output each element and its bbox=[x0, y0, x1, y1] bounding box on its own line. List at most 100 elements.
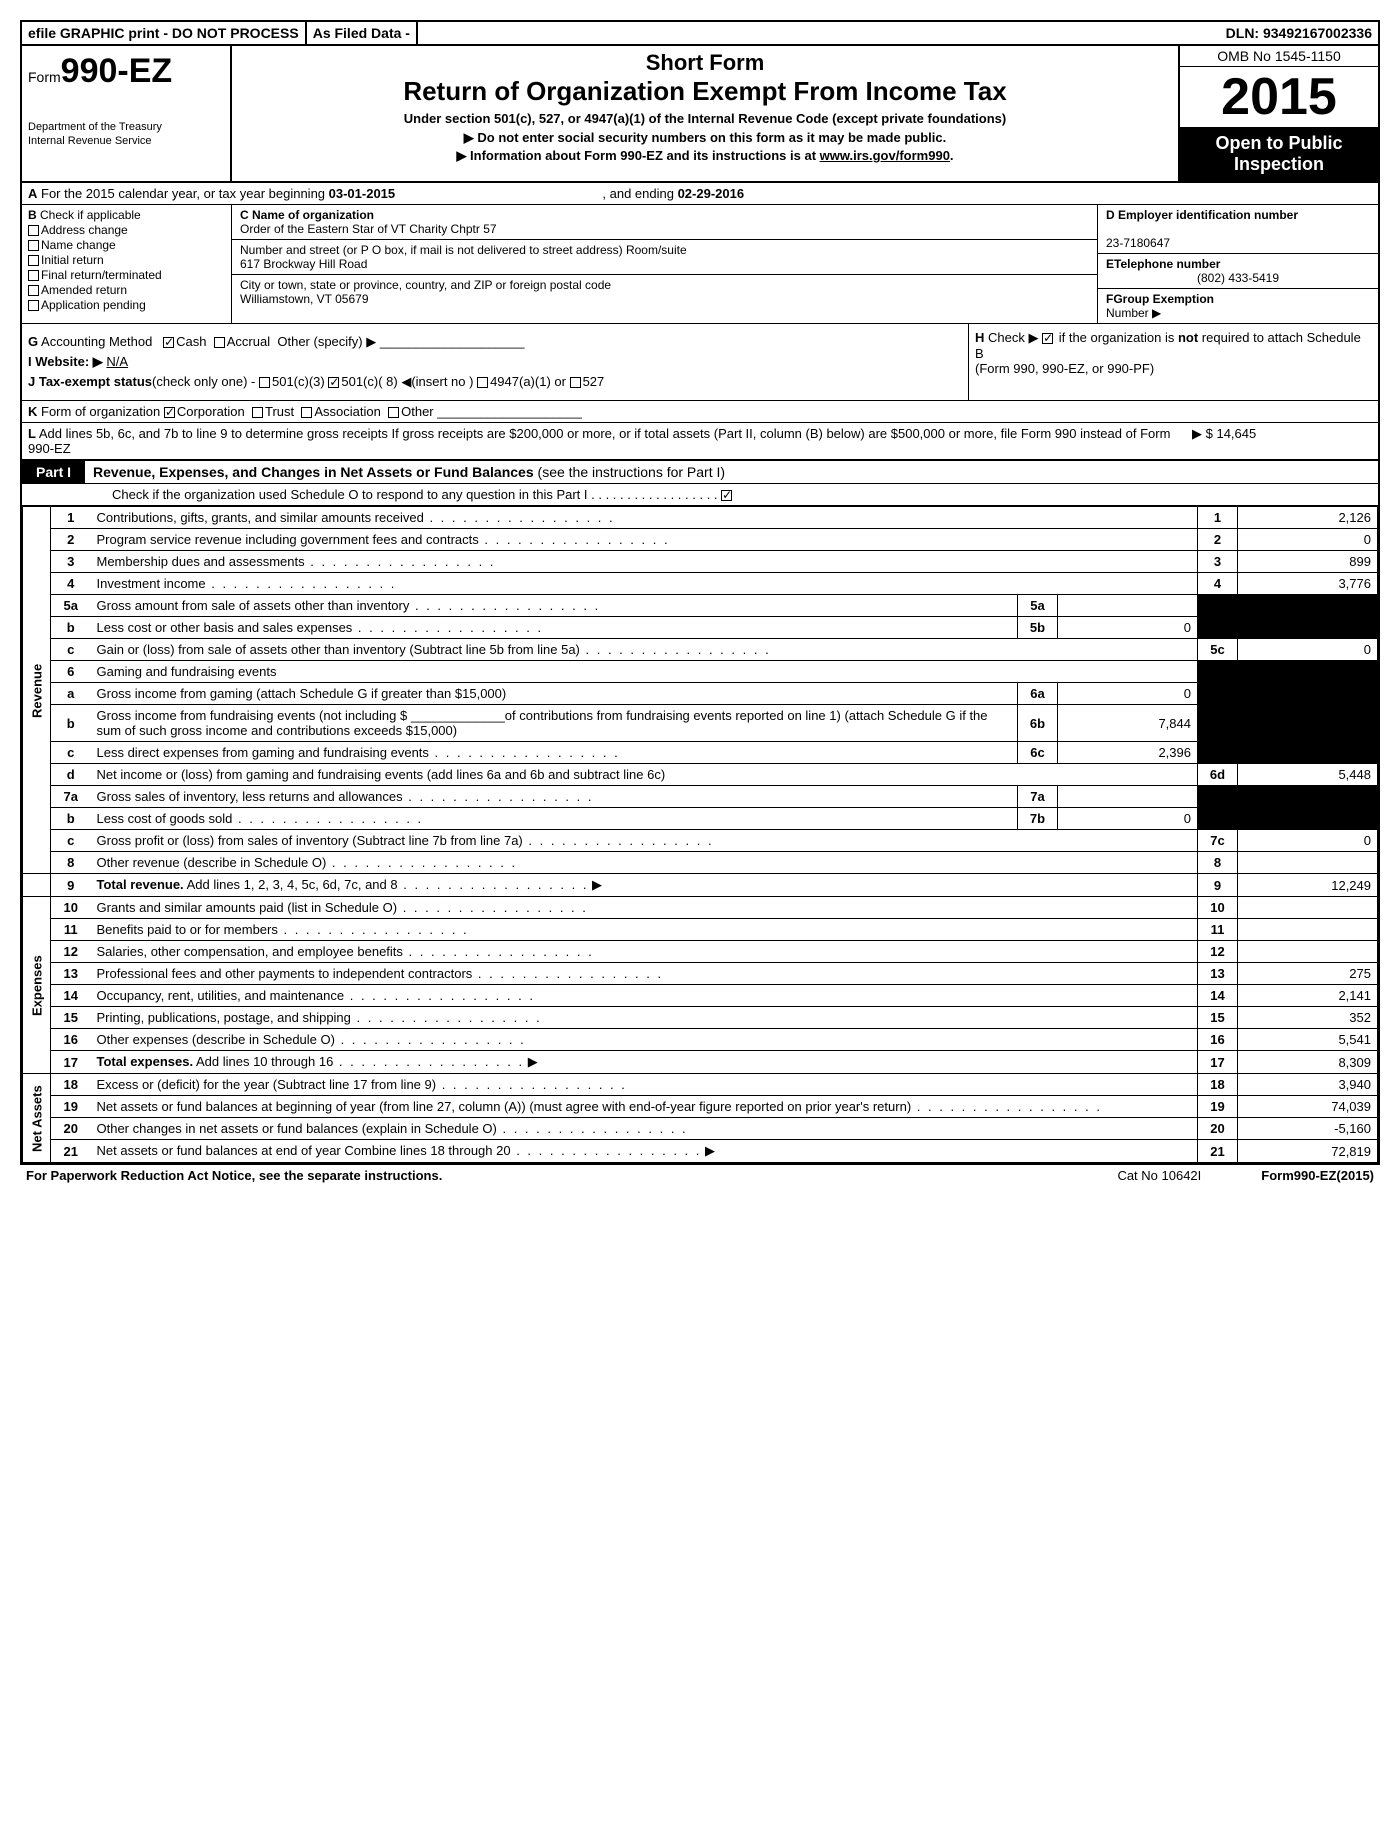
org-street-cell: Number and street (or P O box, if mail i… bbox=[232, 240, 1097, 275]
row-h-schedule-b: H Check ▶ if the organization is not req… bbox=[968, 324, 1378, 400]
chk-accrual[interactable] bbox=[214, 337, 225, 348]
year-box: OMB No 1545-1150 2015 Open to Public Ins… bbox=[1178, 46, 1378, 181]
line-18: Net Assets 18 Excess or (deficit) for th… bbox=[23, 1074, 1378, 1096]
footer-form-ref: Form990-EZ(2015) bbox=[1261, 1168, 1374, 1183]
irs-link[interactable]: www.irs.gov/form990 bbox=[820, 148, 950, 163]
chk-trust[interactable] bbox=[252, 407, 263, 418]
form-header: Form990-EZ Department of the Treasury In… bbox=[22, 46, 1378, 183]
line-5c-value: 0 bbox=[1238, 639, 1378, 661]
line-20: 20 Other changes in net assets or fund b… bbox=[23, 1118, 1378, 1140]
chk-application-pending[interactable]: Application pending bbox=[28, 298, 225, 312]
gh-section: G Accounting Method Cash Accrual Other (… bbox=[22, 324, 1378, 401]
line-19: 19 Net assets or fund balances at beginn… bbox=[23, 1096, 1378, 1118]
chk-other-org[interactable] bbox=[388, 407, 399, 418]
info-grid: B Check if applicable Address change Nam… bbox=[22, 205, 1378, 324]
line-18-value: 3,940 bbox=[1238, 1074, 1378, 1096]
line-7a-value bbox=[1058, 786, 1198, 808]
chk-cash[interactable] bbox=[163, 337, 174, 348]
dept-irs: Internal Revenue Service bbox=[28, 135, 224, 147]
line-4: 4 Investment income 4 3,776 bbox=[23, 573, 1378, 595]
line-8-value bbox=[1238, 852, 1378, 874]
part-1-table: Revenue 1 Contributions, gifts, grants, … bbox=[22, 506, 1378, 1163]
line-7c-value: 0 bbox=[1238, 830, 1378, 852]
chk-501c[interactable] bbox=[328, 377, 339, 388]
chk-schedule-b[interactable] bbox=[1042, 333, 1053, 344]
line-5a: 5a Gross amount from sale of assets othe… bbox=[23, 595, 1378, 617]
line-8: 8 Other revenue (describe in Schedule O)… bbox=[23, 852, 1378, 874]
footer-cat-no: Cat No 10642I bbox=[1117, 1168, 1201, 1183]
line-1-value: 2,126 bbox=[1238, 507, 1378, 529]
chk-name-change[interactable]: Name change bbox=[28, 238, 225, 252]
chk-schedule-o[interactable] bbox=[721, 490, 732, 501]
line-12: 12 Salaries, other compensation, and emp… bbox=[23, 941, 1378, 963]
line-5c: c Gain or (loss) from sale of assets oth… bbox=[23, 639, 1378, 661]
line-13: 13 Professional fees and other payments … bbox=[23, 963, 1378, 985]
line-20-value: -5,160 bbox=[1238, 1118, 1378, 1140]
line-15-value: 352 bbox=[1238, 1007, 1378, 1029]
line-6b-value: 7,844 bbox=[1058, 705, 1198, 742]
part-1-title: Revenue, Expenses, and Changes in Net As… bbox=[93, 464, 534, 480]
row-i-website: I Website: ▶ N/A bbox=[28, 354, 962, 370]
line-5a-value bbox=[1058, 595, 1198, 617]
chk-corporation[interactable] bbox=[164, 407, 175, 418]
line-2-value: 0 bbox=[1238, 529, 1378, 551]
telephone-value: (802) 433-5419 bbox=[1106, 271, 1370, 285]
line-7c: c Gross profit or (loss) from sales of i… bbox=[23, 830, 1378, 852]
chk-final-return[interactable]: Final return/terminated bbox=[28, 268, 225, 282]
expenses-label: Expenses bbox=[23, 897, 51, 1074]
org-name: Order of the Eastern Star of VT Charity … bbox=[240, 222, 497, 236]
line-3: 3 Membership dues and assessments 3 899 bbox=[23, 551, 1378, 573]
line-16: 16 Other expenses (describe in Schedule … bbox=[23, 1029, 1378, 1051]
line-11-value bbox=[1238, 919, 1378, 941]
chk-amended-return[interactable]: Amended return bbox=[28, 283, 225, 297]
ein-cell: D Employer identification number 23-7180… bbox=[1098, 205, 1378, 254]
line-6c: c Less direct expenses from gaming and f… bbox=[23, 742, 1378, 764]
line-12-value bbox=[1238, 941, 1378, 963]
line-5b-value: 0 bbox=[1058, 617, 1198, 639]
line-5b: b Less cost or other basis and sales exp… bbox=[23, 617, 1378, 639]
tax-year: 2015 bbox=[1180, 67, 1378, 127]
line-16-value: 5,541 bbox=[1238, 1029, 1378, 1051]
row-j-tax-status: J Tax-exempt status(check only one) - 50… bbox=[28, 374, 962, 390]
form-footer: For Paperwork Reduction Act Notice, see … bbox=[20, 1165, 1380, 1186]
chk-association[interactable] bbox=[301, 407, 312, 418]
line-21-value: 72,819 bbox=[1238, 1140, 1378, 1163]
ein-value: 23-7180647 bbox=[1106, 236, 1170, 250]
chk-527[interactable] bbox=[570, 377, 581, 388]
chk-initial-return[interactable]: Initial return bbox=[28, 253, 225, 267]
title-box: Short Form Return of Organization Exempt… bbox=[232, 46, 1178, 181]
line-14: 14 Occupancy, rent, utilities, and maint… bbox=[23, 985, 1378, 1007]
org-street: 617 Brockway Hill Road bbox=[240, 257, 367, 271]
line-7b-value: 0 bbox=[1058, 808, 1198, 830]
line-21: 21 Net assets or fund balances at end of… bbox=[23, 1140, 1378, 1163]
group-exemption-cell: FGroup Exemption Number ▶ bbox=[1098, 289, 1378, 323]
website-value: N/A bbox=[106, 354, 128, 369]
gh-left: G Accounting Method Cash Accrual Other (… bbox=[22, 324, 968, 400]
chk-4947[interactable] bbox=[477, 377, 488, 388]
col-d-ids: D Employer identification number 23-7180… bbox=[1098, 205, 1378, 323]
chk-address-change[interactable]: Address change bbox=[28, 223, 225, 237]
row-l-gross-receipts: L Add lines 5b, 6c, and 7b to line 9 to … bbox=[22, 423, 1378, 461]
line-19-value: 74,039 bbox=[1238, 1096, 1378, 1118]
chk-501c3[interactable] bbox=[259, 377, 270, 388]
line-4-value: 3,776 bbox=[1238, 573, 1378, 595]
col-c-org-info: C Name of organization Order of the East… bbox=[232, 205, 1098, 323]
line-6d-value: 5,448 bbox=[1238, 764, 1378, 786]
form-number: Form990-EZ bbox=[28, 52, 224, 91]
main-title: Return of Organization Exempt From Incom… bbox=[240, 76, 1170, 107]
line-3-value: 899 bbox=[1238, 551, 1378, 573]
line-6: 6 Gaming and fundraising events bbox=[23, 661, 1378, 683]
row-k-form-org: K Form of organization Corporation Trust… bbox=[22, 401, 1378, 423]
top-bar: efile GRAPHIC print - DO NOT PROCESS As … bbox=[22, 22, 1378, 46]
instruction-link: ▶ Information about Form 990-EZ and its … bbox=[240, 148, 1170, 164]
as-filed-label: As Filed Data - bbox=[307, 22, 418, 44]
dln: DLN: 93492167002336 bbox=[1220, 22, 1378, 44]
part-1-header: Part I Revenue, Expenses, and Changes in… bbox=[22, 461, 1378, 484]
line-17: 17 Total expenses. Add lines 10 through … bbox=[23, 1051, 1378, 1074]
open-to-public: Open to Public Inspection bbox=[1180, 127, 1378, 181]
footer-paperwork: For Paperwork Reduction Act Notice, see … bbox=[26, 1168, 442, 1183]
line-6d: d Net income or (loss) from gaming and f… bbox=[23, 764, 1378, 786]
line-2: 2 Program service revenue including gove… bbox=[23, 529, 1378, 551]
line-6b: b Gross income from fundraising events (… bbox=[23, 705, 1378, 742]
col-b-checkboxes: B Check if applicable Address change Nam… bbox=[22, 205, 232, 323]
